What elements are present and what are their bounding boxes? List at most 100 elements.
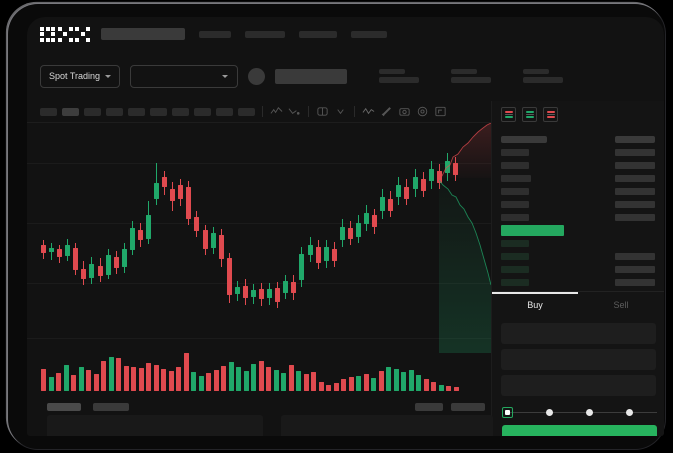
candle-body [57, 249, 63, 257]
toolbar-divider [262, 106, 263, 117]
magnet-icon[interactable] [380, 105, 393, 118]
candle-body [412, 177, 418, 189]
market-sub-toolbar: Spot Trading [27, 57, 664, 95]
nav-item-1[interactable] [199, 30, 231, 38]
trading-pair-select[interactable] [130, 64, 239, 88]
timeframe-button-4[interactable] [128, 107, 145, 116]
timeframe-button-0[interactable] [40, 107, 57, 116]
nav-item-4[interactable] [351, 30, 387, 38]
volume-bar [63, 365, 69, 391]
orderbook-amount-cell [615, 266, 655, 273]
nav-item-3[interactable] [299, 30, 337, 38]
volume-bar [176, 367, 181, 391]
slider-handle[interactable] [502, 407, 513, 418]
chevron-down-icon[interactable] [334, 105, 347, 118]
total-field[interactable] [501, 375, 656, 396]
slider-node-25[interactable] [546, 409, 553, 416]
orderbook-row[interactable] [501, 185, 655, 198]
logo-letter-o [40, 26, 55, 42]
orderbook-price-cell [501, 175, 531, 182]
bottom-action-2[interactable] [451, 403, 485, 411]
amount-field[interactable] [501, 349, 656, 370]
orderbook-row[interactable] [501, 276, 655, 289]
candle-body [49, 248, 55, 252]
line-chart-icon[interactable] [362, 105, 375, 118]
orderbook-row[interactable] [501, 263, 655, 276]
orderbook-row[interactable] [501, 250, 655, 263]
percent-slider[interactable] [502, 407, 657, 419]
orderbook-row[interactable] [501, 172, 655, 185]
orderbook-price-cell [501, 201, 529, 208]
candle-body [291, 282, 297, 293]
candle-body [299, 254, 305, 280]
template-icon[interactable] [316, 105, 329, 118]
tab-order-history[interactable] [93, 403, 129, 411]
timeframe-button-6[interactable] [172, 107, 189, 116]
volume-bar [123, 366, 129, 391]
candlestick-series [41, 127, 461, 337]
orderbook-rows[interactable] [492, 127, 664, 289]
candle-body [137, 230, 143, 240]
orderbook-row[interactable] [501, 237, 655, 250]
volume-bar [333, 383, 339, 391]
tab-open-orders[interactable] [47, 403, 81, 411]
price-field[interactable] [501, 323, 656, 344]
slider-track [506, 412, 657, 413]
nav-search-field[interactable] [101, 28, 185, 40]
settings-icon[interactable] [416, 105, 429, 118]
orderbook-row[interactable] [501, 224, 655, 237]
orderbook-row[interactable] [501, 211, 655, 224]
orderbook-row[interactable] [501, 146, 655, 159]
volume-bar [258, 361, 264, 391]
stat-volume [523, 69, 564, 83]
top-navigation-bar [27, 17, 664, 51]
orderbook-row[interactable] [501, 159, 655, 172]
candle-body [259, 289, 265, 299]
orderbook-price-cell [501, 253, 529, 260]
timeframe-button-3[interactable] [106, 107, 123, 116]
submit-buy-button[interactable] [502, 425, 657, 436]
chart-gridline [27, 163, 491, 164]
timeframe-button-1[interactable] [62, 107, 79, 116]
volume-bar [161, 369, 166, 391]
orderbook-bids-icon[interactable] [522, 107, 537, 122]
orders-panel-right [281, 415, 493, 436]
candle-body [194, 217, 200, 231]
stat-price-value [379, 77, 420, 83]
logo-letter-k [57, 26, 73, 42]
camera-icon[interactable] [398, 105, 411, 118]
stat-change [451, 69, 492, 83]
volume-bar [56, 373, 61, 391]
timeframe-button-9[interactable] [238, 107, 255, 116]
orderbook-asks-icon[interactable] [543, 107, 558, 122]
volume-bar [101, 361, 106, 391]
timeframe-button-8[interactable] [216, 107, 233, 116]
orderbook-both-icon[interactable] [501, 107, 516, 122]
nav-item-2[interactable] [245, 30, 285, 38]
timeframe-button-5[interactable] [150, 107, 167, 116]
price-chart[interactable] [27, 123, 491, 395]
volume-histogram [41, 349, 461, 391]
slider-node-75[interactable] [626, 409, 633, 416]
timeframe-button-7[interactable] [194, 107, 211, 116]
okx-logo[interactable] [40, 26, 90, 42]
indicator-icon[interactable] [270, 105, 283, 118]
tab-buy[interactable]: Buy [492, 292, 578, 317]
orderbook-row[interactable] [501, 198, 655, 211]
orderbook-amount-cell [615, 279, 655, 286]
tab-sell[interactable]: Sell [613, 299, 629, 310]
slider-node-50[interactable] [586, 409, 593, 416]
orderbook-amount-cell [615, 253, 655, 260]
fullscreen-icon[interactable] [434, 105, 447, 118]
volume-bar [348, 377, 354, 391]
app-screen: Spot Trading [27, 17, 664, 436]
bottom-action-1[interactable] [415, 403, 443, 411]
toolbar-divider [354, 106, 355, 117]
compare-icon[interactable] [288, 105, 301, 118]
orderbook-header-row [501, 133, 655, 146]
stat-price-label [379, 69, 406, 74]
market-type-select[interactable]: Spot Trading [40, 64, 121, 88]
stat-change-label [451, 69, 478, 74]
timeframe-button-2[interactable] [84, 107, 101, 116]
candle-body [388, 199, 394, 211]
